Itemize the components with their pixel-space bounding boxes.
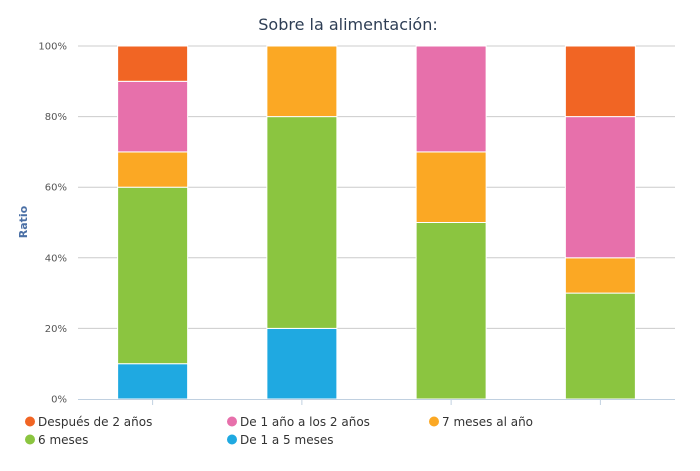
legend-marker [25,434,35,445]
bar-segment[interactable] [266,45,338,118]
legend-label: 6 meses [38,433,88,447]
legend-label: De 1 año a los 2 años [240,415,370,429]
y-tick-label: 100% [38,42,67,53]
bar-segment[interactable] [266,327,338,400]
bar-segment[interactable] [117,363,189,400]
legend-marker [429,416,439,427]
legend-label: 7 meses al año [442,415,533,429]
bar-segment[interactable] [564,257,636,294]
legend-marker [25,416,35,427]
chart-title: Sobre la alimentación: [258,15,438,34]
bar-segment[interactable] [117,45,189,82]
y-axis-ticks: 0% 20% 40% 60% 80% 100% [38,42,67,406]
legend-item[interactable]: 6 meses [25,433,88,447]
bar-segment[interactable] [117,186,189,365]
x-axis [78,399,675,405]
y-tick-label: 80% [45,112,67,123]
bar-segment[interactable] [564,45,636,118]
legend-marker [227,416,237,427]
bar-segment[interactable] [564,116,636,259]
bar-segment[interactable] [415,151,487,223]
legend-marker [227,434,237,445]
legend-item[interactable]: 7 meses al año [429,415,533,429]
y-tick-label: 40% [45,253,67,264]
y-tick-label: 60% [45,183,67,194]
y-tick-label: 0% [51,395,67,406]
y-tick-label: 20% [45,324,67,335]
bar-segment[interactable] [415,222,487,400]
bar-segment[interactable] [415,45,487,153]
bar-segment[interactable] [266,116,338,329]
legend: Después de 2 años De 1 año a los 2 años 7 … [25,415,533,447]
bar-segment[interactable] [117,151,189,188]
legend-label: De 1 a 5 meses [240,433,333,447]
legend-item[interactable]: De 1 año a los 2 años [227,415,370,429]
bar-segment[interactable] [564,292,636,400]
legend-item[interactable]: Después de 2 años [25,415,152,429]
legend-label: Después de 2 años [38,415,152,429]
legend-item[interactable]: De 1 a 5 meses [227,433,333,447]
y-axis-label: Ratio [17,205,30,238]
bar-segment[interactable] [117,80,189,153]
bars [117,45,636,400]
